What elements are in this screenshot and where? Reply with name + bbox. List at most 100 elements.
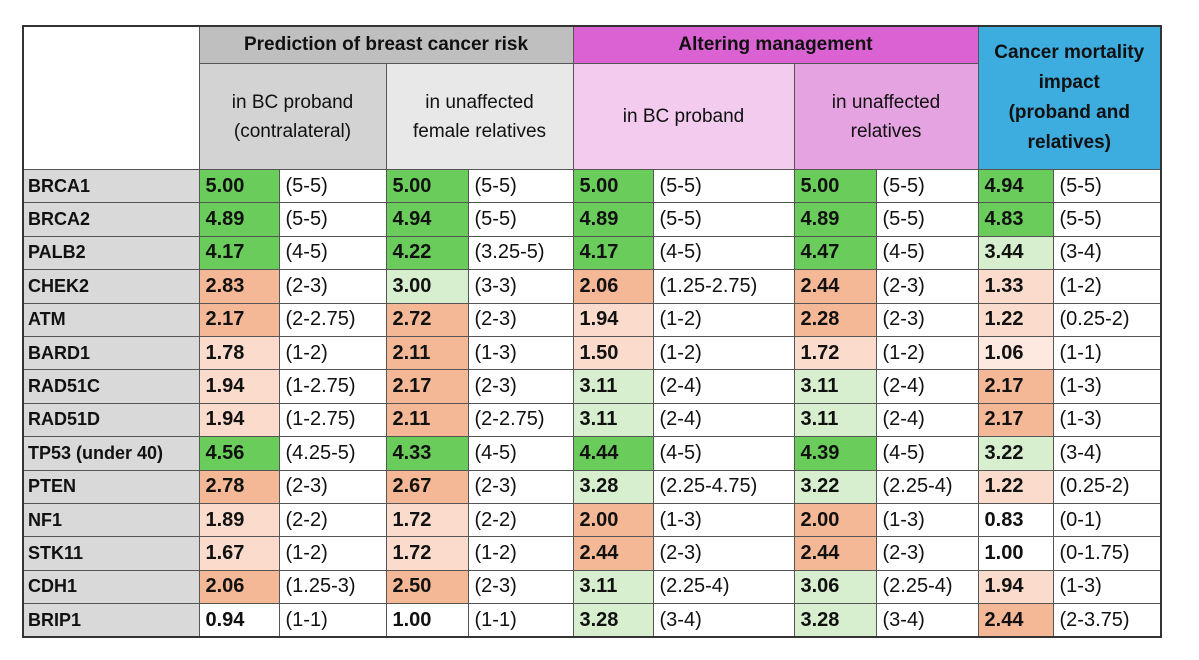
score-value: 2.44: [793, 269, 877, 304]
header-line: Cancer mortality: [994, 42, 1145, 63]
score-range: (4-5): [875, 235, 979, 271]
score-value: 4.89: [198, 202, 280, 237]
score-value: 3.11: [572, 369, 654, 404]
gene-name: PTEN: [22, 469, 200, 504]
score-value: 2.06: [572, 269, 654, 304]
score-range: (1-1): [467, 603, 574, 638]
score-value: 3.28: [572, 469, 654, 504]
score-value: 3.28: [572, 603, 654, 638]
score-range: (4-5): [652, 436, 795, 471]
score-range: (2-3): [467, 569, 574, 605]
score-range: (2-4): [875, 402, 979, 438]
score-range: (1-3): [1052, 369, 1162, 404]
header-row: in BC proband (contralateral) in unaffecte…: [23, 63, 1161, 170]
score-range: (2-2): [278, 502, 387, 538]
score-value: 5.00: [572, 168, 654, 204]
score-range: (2-3): [875, 269, 979, 304]
data-row: STK11 1.67 (1-2) 1.72 (1-2) 2.44 (2-3) 2.44 (2-3…: [22, 536, 1162, 571]
score-value: 1.22: [977, 302, 1054, 337]
header-line: in unaffected: [831, 91, 941, 113]
gene-name: CHEK2: [22, 269, 200, 304]
score-value: 2.17: [977, 402, 1054, 438]
score-range: (2-2): [467, 502, 574, 538]
score-range: (3.25-5): [467, 235, 574, 271]
score-value: 3.44: [977, 235, 1054, 271]
score-value: 2.83: [198, 269, 280, 304]
score-value: 4.44: [572, 436, 654, 471]
data-row: RAD51D 1.94 (1-2.75) 2.11 (2-2.75) 3.11 (2-4) 3…: [22, 402, 1162, 438]
score-range: (3-4): [1052, 436, 1162, 471]
score-value: 2.78: [198, 469, 280, 504]
score-value: 3.11: [572, 402, 654, 438]
gene-name: CDH1: [22, 569, 200, 605]
gene-name: RAD51C: [22, 369, 200, 404]
gene-name: ATM: [22, 302, 200, 337]
group-title: Prediction of breast cancer risk: [198, 25, 574, 64]
data-row: PALB2 4.17 (4-5) 4.22 (3.25-5) 4.17 (4-5) 4.47(…: [22, 235, 1162, 271]
score-value: 2.11: [385, 402, 469, 438]
mortality-header: Cancer mortality impact (proband and relati…: [977, 25, 1162, 170]
score-value: 4.17: [572, 235, 654, 271]
score-value: 5.00: [198, 168, 280, 204]
score-range: (0.25-2): [1052, 302, 1162, 337]
score-range: (5-5): [1052, 202, 1162, 237]
subgroup-header: in unaffected relatives: [793, 63, 979, 170]
score-table: Prediction of breast cancer risk Altering…: [22, 25, 1163, 639]
header-line: in BC proband: [622, 106, 745, 127]
header-line: (contralateral): [233, 120, 352, 142]
table-body: Prediction of breast cancer risk Altering…: [22, 25, 1162, 638]
data-row: BRIP1 0.94 (1-1) 1.00 (1-1) 3.28 (3-4) 3.28 (3-4…: [22, 603, 1162, 638]
score-range: (4.25-5): [278, 436, 387, 471]
data-row: BRCA2 4.89 (5-5) 4.94 (5-5) 4.89 (5-5) 4.89 (5-5…: [22, 202, 1162, 237]
header-row: Prediction of breast cancer risk Altering…: [22, 25, 1162, 170]
score-range: (3-3): [467, 269, 574, 304]
score-range: (2-4): [875, 369, 979, 404]
score-range: (2-3): [875, 302, 979, 337]
score-range: (4-5): [875, 436, 979, 471]
score-value: 4.17: [198, 235, 280, 271]
score-range: (2-3): [467, 469, 574, 504]
score-value: 3.11: [572, 569, 654, 605]
score-range: (1-2): [652, 302, 795, 337]
score-value: 4.89: [793, 202, 877, 237]
gene-name: BARD1: [22, 335, 200, 371]
gene-name: RAD51D: [22, 402, 200, 438]
data-row: PTEN 2.78 (2-3) 2.67 (2-3) 3.28 (2.25-4.75) 3.2…: [22, 469, 1162, 504]
score-value: 4.89: [572, 202, 654, 237]
score-value: 4.94: [385, 202, 469, 237]
score-value: 1.72: [385, 536, 469, 571]
score-value: 2.28: [793, 302, 877, 337]
score-range: (2.25-4): [875, 569, 979, 605]
score-value: 4.56: [198, 436, 280, 471]
score-value: 1.67: [198, 536, 280, 571]
score-range: (1-2): [467, 536, 574, 571]
score-range: (3-4): [1052, 235, 1162, 271]
data-row: ATM 2.17 (2-2.75) 2.72 (2-3) 1.94 (1-2) 2.28 (2-…: [22, 302, 1162, 337]
score-value: 1.72: [385, 502, 469, 538]
score-value: 0.94: [198, 603, 280, 638]
score-range: (5-5): [467, 168, 574, 204]
score-value: 4.33: [385, 436, 469, 471]
group-title: Altering management: [572, 25, 979, 64]
score-value: 2.17: [977, 369, 1054, 404]
score-value: 4.39: [793, 436, 877, 471]
gene-name: BRCA1: [22, 168, 200, 204]
score-value: 2.44: [793, 536, 877, 571]
score-value: 1.94: [572, 302, 654, 337]
score-value: 1.94: [198, 369, 280, 404]
header-line: impact: [1038, 72, 1100, 93]
header-line: in BC proband: [231, 91, 354, 113]
subgroup-header: in BC proband: [572, 63, 795, 170]
score-range: (5-5): [278, 168, 387, 204]
gene-name: PALB2: [22, 235, 200, 271]
score-range: (2-4): [652, 369, 795, 404]
subgroup-header: in BC proband (contralateral): [198, 63, 387, 170]
score-range: (2.25-4): [875, 469, 979, 504]
score-value: 2.50: [385, 569, 469, 605]
score-range: (2-2.75): [467, 402, 574, 438]
score-value: 2.06: [198, 569, 280, 605]
score-value: 3.22: [793, 469, 877, 504]
score-range: (1-2): [652, 335, 795, 371]
score-value: 5.00: [793, 168, 877, 204]
